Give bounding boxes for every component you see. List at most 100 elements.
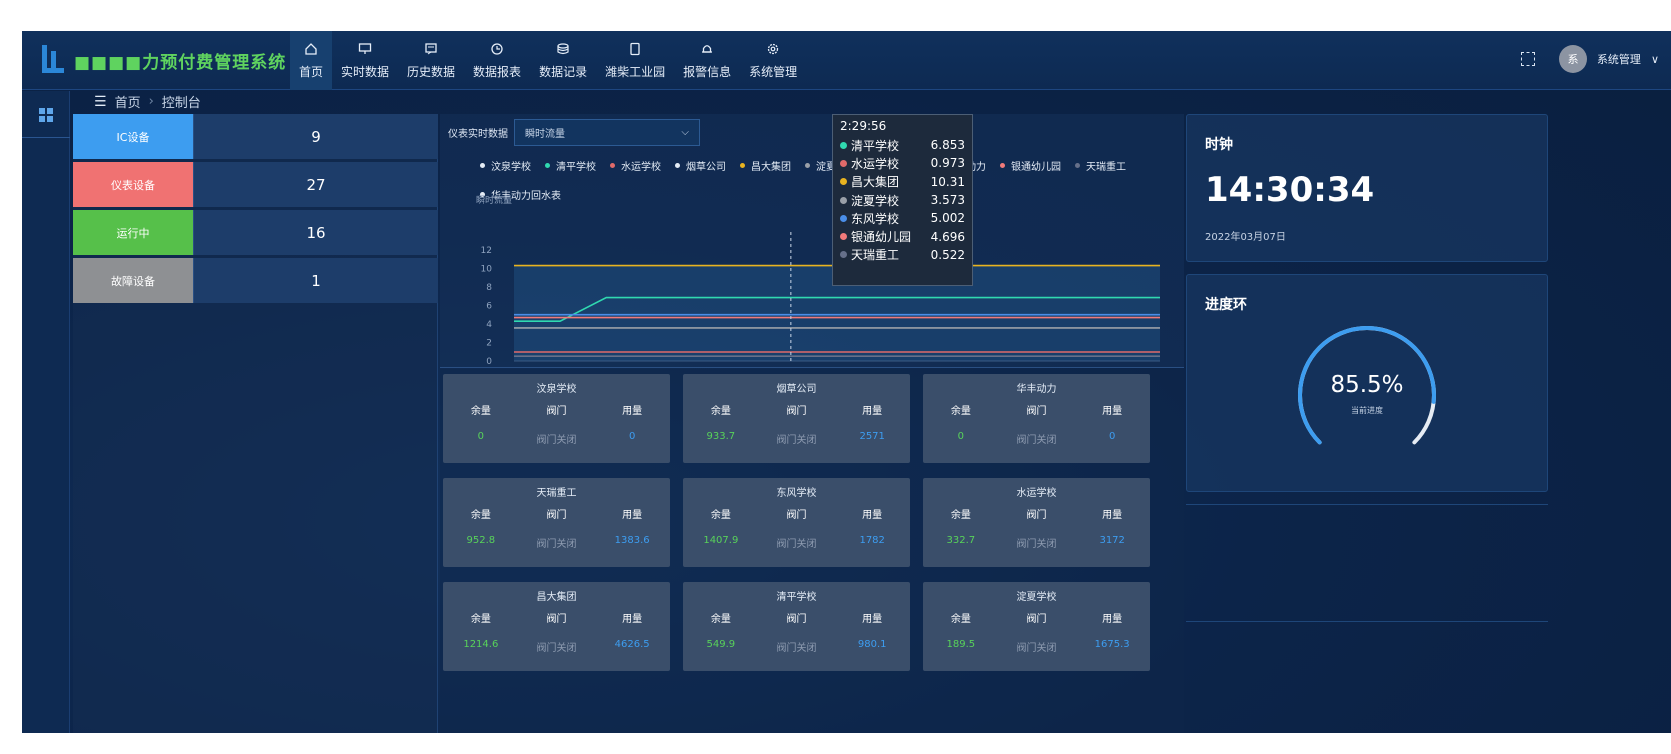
legend-item[interactable]: 水运学校 (610, 158, 661, 173)
usage-value: 1782 (859, 535, 885, 546)
nav-item-label: 报警信息 (683, 64, 732, 79)
database-icon (556, 42, 570, 63)
legend-item[interactable]: 汶泉学校 (480, 158, 531, 173)
nav-item-7[interactable]: 系统管理 (740, 31, 806, 90)
legend-item[interactable]: 清平学校 (545, 158, 596, 173)
meter-card[interactable]: 华丰动力 余量 0 阀门 阀门关闭 用量 0 (923, 374, 1150, 463)
nav-item-label: 历史数据 (407, 64, 456, 79)
legend-label: 水运学校 (621, 162, 661, 173)
usage-value: 3172 (1099, 535, 1125, 546)
usage-header: 用量 (1102, 614, 1123, 625)
usage-header: 用量 (622, 510, 643, 521)
clock-title: 时钟 (1205, 137, 1233, 153)
usage-header: 用量 (622, 614, 643, 625)
meter-card[interactable]: 天瑞重工 余量 952.8 阀门 阀门关闭 用量 1383.6 (443, 478, 670, 567)
tooltip-series-value: 5.002 (930, 211, 965, 226)
nav-item-3[interactable]: 数据报表 (464, 31, 530, 90)
usage-value: 4626.5 (614, 639, 650, 650)
legend-dot-icon (740, 163, 745, 168)
progress-title: 进度环 (1205, 297, 1247, 313)
meter-card-title: 水运学校 (1016, 488, 1057, 499)
nav-item-2[interactable]: 历史数据 (398, 31, 464, 90)
metric-select-value: 瞬时流量 (525, 129, 565, 140)
valve-status: 阀门关闭 (1016, 435, 1057, 446)
chart-y-label: 瞬时流量 (476, 196, 513, 206)
nav-item-1[interactable]: 实时数据 (332, 31, 398, 90)
user-name[interactable]: 系统管理 (1596, 53, 1641, 66)
progress-subtitle: 当前进度 (1351, 406, 1383, 415)
meter-card[interactable]: 清平学校 余量 549.9 阀门 阀门关闭 用量 980.1 (683, 582, 910, 671)
stat-label: 故障设备 (73, 258, 193, 303)
remain-value: 332.7 (946, 535, 976, 546)
tooltip-series-value: 4.696 (930, 229, 965, 244)
legend-dot-icon (480, 192, 485, 197)
breadcrumb-home[interactable]: 首页 (114, 96, 141, 111)
usage-header: 用量 (622, 406, 643, 417)
tooltip-time: 2:29:56 (840, 119, 887, 133)
tooltip-series-value: 10.31 (930, 174, 965, 189)
chart-control: 仪表实时数据 瞬时流量 ⌵ (448, 119, 700, 146)
valve-header: 阀门 (786, 614, 807, 625)
chevron-down-icon[interactable]: ∨ (1650, 52, 1659, 66)
meter-card[interactable]: 烟草公司 余量 933.7 阀门 阀门关闭 用量 2571 (683, 374, 910, 463)
valve-header: 阀门 (1026, 406, 1047, 417)
usage-header: 用量 (862, 614, 883, 625)
legend-dot-icon (805, 163, 810, 168)
nav-item-label: 数据报表 (473, 64, 522, 79)
menu-toggle-icon[interactable]: ☰ (94, 93, 107, 110)
stat-label: 仪表设备 (73, 162, 193, 207)
stat-value: 1 (193, 258, 438, 303)
meter-card[interactable]: 昌大集团 余量 1214.6 阀门 阀门关闭 用量 4626.5 (443, 582, 670, 671)
monitor-icon (358, 42, 372, 63)
tooltip-series-value: 0.973 (930, 156, 965, 171)
remain-value: 0 (957, 431, 965, 442)
valve-status: 阀门关闭 (776, 643, 817, 654)
meter-card[interactable]: 淀夏学校 余量 189.5 阀门 阀门关闭 用量 1675.3 (923, 582, 1150, 671)
nav-item-5[interactable]: 潍柴工业园 (596, 31, 674, 90)
legend-item[interactable]: 华丰动力回水表 (480, 187, 561, 202)
stat-row[interactable]: 运行中 16 (73, 210, 438, 255)
remain-header: 余量 (710, 406, 731, 417)
meter-card[interactable]: 汶泉学校 余量 0 阀门 阀门关闭 用量 0 (443, 374, 670, 463)
nav-item-6[interactable]: 报警信息 (674, 31, 740, 90)
meter-card-title: 淀夏学校 (1016, 592, 1057, 603)
header-actions: 系 系统管理 ∨ (1520, 45, 1659, 73)
remain-value: 1214.6 (463, 639, 499, 650)
remain-value: 189.5 (946, 639, 976, 650)
tooltip-series-name: 淀夏学校 (851, 193, 900, 208)
chart-tooltip: 2:29:56 清平学校 6.853 水运学校 0.973 昌大集团 10.31 淀夏学校 3… (832, 114, 973, 286)
meter-card-title: 清平学校 (776, 592, 817, 603)
stat-row[interactable]: IC设备 9 (73, 114, 438, 159)
series-dot-icon (840, 233, 847, 241)
tooltip-series-value: 3.573 (930, 193, 965, 208)
meter-card-title: 东风学校 (776, 488, 817, 499)
device-stats: IC设备 9 仪表设备 27 运行中 16 故障设备 1 (73, 114, 438, 306)
remain-value: 549.9 (706, 639, 736, 650)
avatar[interactable]: 系 (1558, 45, 1587, 73)
usage-header: 用量 (862, 406, 883, 417)
y-tick-label: 6 (486, 302, 492, 312)
legend-item[interactable]: 天瑞重工 (1075, 158, 1126, 173)
nav-item-0[interactable]: 首页 (290, 31, 333, 90)
usage-value: 0 (1108, 431, 1116, 442)
stat-value: 16 (193, 210, 438, 255)
meter-card-title: 烟草公司 (776, 384, 817, 395)
stat-row[interactable]: 故障设备 1 (73, 258, 438, 303)
remain-header: 余量 (710, 614, 731, 625)
nav-item-label: 实时数据 (341, 64, 390, 79)
metric-select[interactable]: 瞬时流量 ⌵ (514, 119, 700, 146)
legend-item[interactable]: 烟草公司 (675, 158, 726, 173)
fullscreen-icon[interactable] (1520, 52, 1535, 66)
y-tick-label: 2 (486, 339, 492, 349)
usage-header: 用量 (1102, 510, 1123, 521)
legend-dot-icon (545, 163, 550, 168)
stat-row[interactable]: 仪表设备 27 (73, 162, 438, 207)
grid-menu-icon[interactable] (39, 108, 53, 122)
legend-item[interactable]: 银通幼儿园 (1000, 158, 1061, 173)
meter-card[interactable]: 水运学校 余量 332.7 阀门 阀门关闭 用量 3172 (923, 478, 1150, 567)
nav-item-4[interactable]: 数据记录 (530, 31, 596, 90)
usage-value: 2571 (859, 431, 885, 442)
legend-item[interactable]: 昌大集团 (740, 158, 791, 173)
valve-header: 阀门 (546, 510, 567, 521)
meter-card[interactable]: 东风学校 余量 1407.9 阀门 阀门关闭 用量 1782 (683, 478, 910, 567)
